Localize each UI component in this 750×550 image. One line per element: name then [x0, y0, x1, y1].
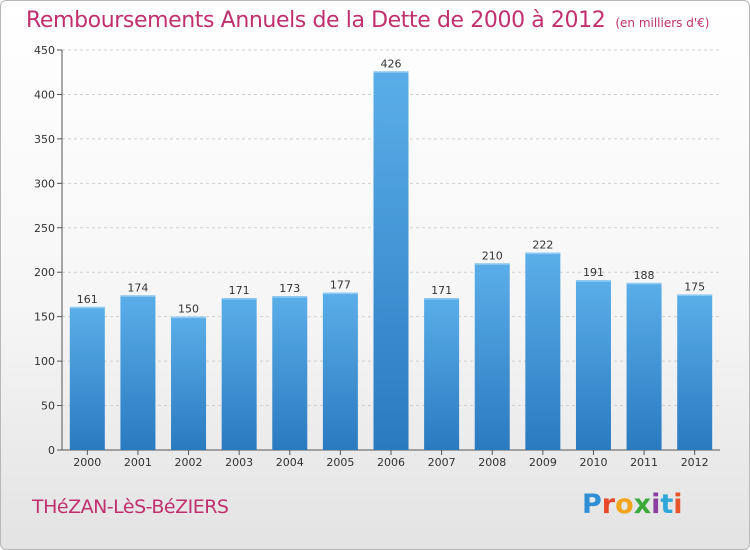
bar-value-label: 174 — [127, 281, 148, 294]
x-tick-labels: 2000 2001 2002 2003 2004 2005 2006 2007 2008 2009… — [73, 450, 709, 469]
x-tick-label: 2008 — [478, 456, 506, 469]
x-tick-label: 2011 — [630, 456, 658, 469]
bar-2011 — [626, 282, 662, 450]
bar-2004 — [272, 296, 308, 450]
chart-title: Remboursements Annuels de la Dette de 20… — [26, 8, 709, 33]
x-tick-label: 2009 — [529, 456, 557, 469]
bar-top-highlight — [373, 71, 409, 73]
chart-title-text: Remboursements Annuels de la Dette de 20… — [26, 8, 606, 33]
bar-2010 — [575, 280, 611, 450]
bar-top-highlight — [272, 296, 308, 298]
bar-top-highlight — [525, 252, 561, 255]
bar-top-highlight — [120, 295, 156, 297]
bar-top-highlight — [69, 306, 105, 309]
y-tick-label: 350 — [34, 133, 55, 146]
bar-value-label: 426 — [381, 57, 402, 70]
bar-2008 — [474, 263, 510, 450]
bar-value-label: 150 — [178, 303, 199, 316]
bar-top-highlight — [221, 298, 257, 300]
bar-top-highlight — [626, 282, 662, 285]
x-tick-label: 2012 — [681, 456, 709, 469]
bar-2012 — [677, 294, 713, 450]
chart-unit: (en milliers d'€) — [615, 16, 710, 30]
y-tick-label: 300 — [34, 177, 55, 190]
bar-top-highlight — [322, 292, 358, 295]
bar-2005 — [322, 292, 358, 450]
bar-top-highlight — [677, 294, 713, 296]
bar-value-label: 210 — [482, 249, 503, 262]
y-tick-label: 0 — [48, 444, 55, 457]
x-tick-label: 2002 — [175, 456, 203, 469]
bar-2001 — [120, 295, 156, 450]
bar-2000 — [69, 306, 105, 450]
bar-value-label: 171 — [431, 284, 452, 297]
bar-value-label: 161 — [77, 293, 98, 306]
bar-2006 — [373, 71, 409, 450]
x-tick-label: 2000 — [73, 456, 101, 469]
x-tick-label: 2004 — [276, 456, 304, 469]
bar-value-label: 222 — [532, 239, 553, 252]
bar-value-label: 171 — [229, 284, 250, 297]
y-tick-label: 250 — [34, 222, 55, 235]
y-tick-label: 150 — [34, 311, 55, 324]
bar-2003 — [221, 298, 257, 450]
y-tick-label: 200 — [34, 266, 55, 279]
y-tick-label: 100 — [34, 355, 55, 368]
bar-top-highlight — [575, 280, 611, 282]
x-tick-label: 2010 — [579, 456, 607, 469]
bar-2002 — [171, 316, 207, 450]
x-tick-label: 2001 — [124, 456, 152, 469]
x-tick-label: 2005 — [326, 456, 354, 469]
bar-top-highlight — [474, 263, 510, 265]
bar-value-label: 175 — [684, 280, 705, 293]
x-tick-label: 2006 — [377, 456, 405, 469]
x-tick-label: 2007 — [428, 456, 456, 469]
bars: 161 174 150 171 173 177 426 171 210 222 191 188 175 — [69, 57, 713, 450]
y-tick-label: 50 — [41, 400, 55, 413]
bar-value-label: 188 — [634, 269, 655, 282]
bar-top-highlight — [171, 316, 207, 319]
y-tick-label: 450 — [34, 44, 55, 57]
bar-value-label: 177 — [330, 279, 351, 292]
x-tick-label: 2003 — [225, 456, 253, 469]
proxiti-logo[interactable]: Proxiti — [582, 489, 683, 520]
y-tick-label: 400 — [34, 88, 55, 101]
bar-value-label: 173 — [279, 282, 300, 295]
bar-2009 — [525, 252, 561, 450]
bar-2007 — [424, 298, 460, 450]
bar-top-highlight — [424, 298, 460, 300]
town-name: THéZAN-LèS-BéZIERS — [32, 496, 229, 518]
bar-value-label: 191 — [583, 266, 604, 279]
y-tick-labels: 0 50 100 150 200 250 300 350 400 450 — [34, 44, 55, 457]
